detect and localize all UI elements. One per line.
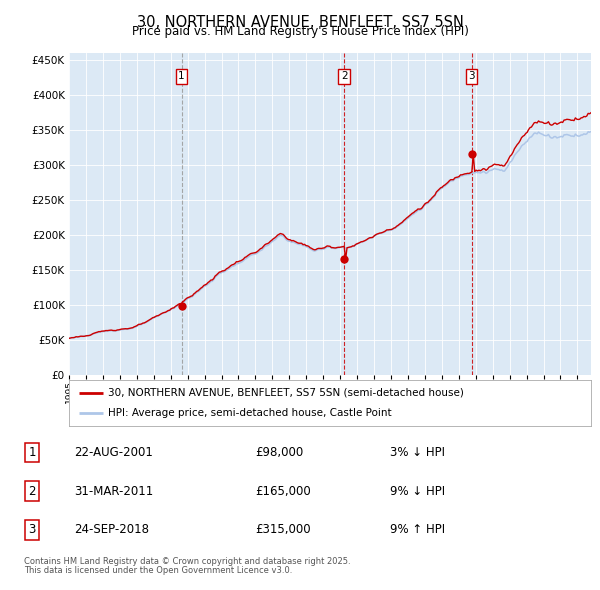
Text: HPI: Average price, semi-detached house, Castle Point: HPI: Average price, semi-detached house,… [108, 408, 392, 418]
Text: 31-MAR-2011: 31-MAR-2011 [74, 484, 154, 498]
Text: 1: 1 [178, 71, 185, 81]
Text: 22-AUG-2001: 22-AUG-2001 [74, 446, 153, 459]
Text: 24-SEP-2018: 24-SEP-2018 [74, 523, 149, 536]
Text: 2: 2 [28, 484, 36, 498]
Text: 3: 3 [468, 71, 475, 81]
Text: 9% ↑ HPI: 9% ↑ HPI [390, 523, 445, 536]
Text: This data is licensed under the Open Government Licence v3.0.: This data is licensed under the Open Gov… [24, 566, 292, 575]
Text: 1: 1 [28, 446, 36, 459]
Text: Price paid vs. HM Land Registry's House Price Index (HPI): Price paid vs. HM Land Registry's House … [131, 25, 469, 38]
Text: 3% ↓ HPI: 3% ↓ HPI [390, 446, 445, 459]
Text: £315,000: £315,000 [255, 523, 311, 536]
Text: 9% ↓ HPI: 9% ↓ HPI [390, 484, 445, 498]
Text: £165,000: £165,000 [255, 484, 311, 498]
Text: 2: 2 [341, 71, 348, 81]
Text: 30, NORTHERN AVENUE, BENFLEET, SS7 5SN (semi-detached house): 30, NORTHERN AVENUE, BENFLEET, SS7 5SN (… [108, 388, 464, 398]
Text: £98,000: £98,000 [255, 446, 303, 459]
Text: 3: 3 [28, 523, 36, 536]
Text: Contains HM Land Registry data © Crown copyright and database right 2025.: Contains HM Land Registry data © Crown c… [24, 557, 350, 566]
Text: 30, NORTHERN AVENUE, BENFLEET, SS7 5SN: 30, NORTHERN AVENUE, BENFLEET, SS7 5SN [137, 15, 463, 30]
